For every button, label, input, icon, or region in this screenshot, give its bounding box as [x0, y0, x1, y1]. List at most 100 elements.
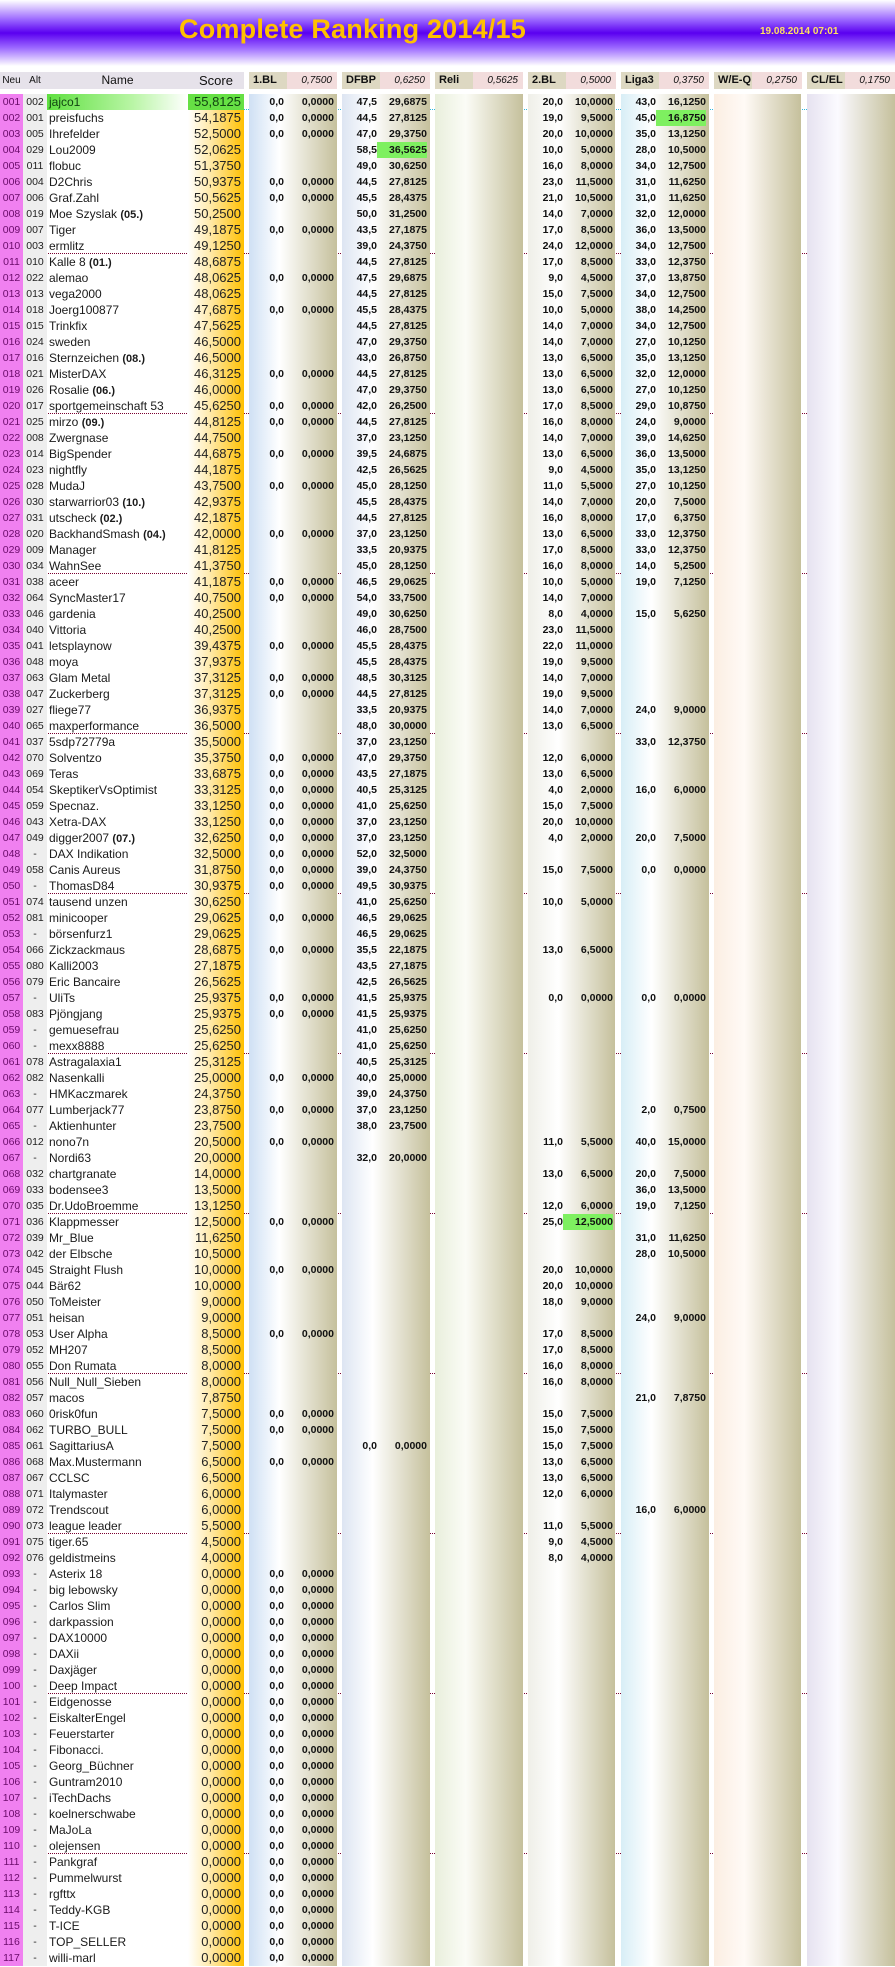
table-row[interactable]: 028 020 BackhandSmash (04.) 42,0000 0,0 0,000… — [0, 526, 895, 542]
table-row[interactable]: 058 083 Pjöngjang 25,9375 0,0 0,0000 41,5 25,93… — [0, 1006, 895, 1022]
table-row[interactable]: 083 060 0risk0fun 7,5000 0,0 0,0000 15,0 7,5000 — [0, 1406, 895, 1422]
table-row[interactable]: 045 059 Specnaz. 33,1250 0,0 0,0000 41,0 25,625… — [0, 798, 895, 814]
table-row[interactable]: 099- Daxjäger 0,0000 0,0 0,0000 — [0, 1662, 895, 1678]
table-row[interactable]: 084 062 TURBO_BULL 7,5000 0,0 0,0000 15,0 7,500… — [0, 1422, 895, 1438]
table-row[interactable]: 082 057 macos 7,8750 21,0 7,8750 — [0, 1390, 895, 1406]
table-row[interactable]: 059- gemuesefrau 25,6250 41,0 25,6250 — [0, 1022, 895, 1038]
table-row[interactable]: 006 004 D2Chris 50,9375 0,0 0,0000 44,5 27,8125… — [0, 174, 895, 190]
table-row[interactable]: 103- Feuerstarter 0,0000 0,0 0,0000 — [0, 1726, 895, 1742]
table-row[interactable]: 002 001 preisfuchs 54,1875 0,0 0,0000 44,5 27,8… — [0, 110, 895, 126]
table-row[interactable]: 018 021 MisterDAX 46,3125 0,0 0,0000 44,5 27,81… — [0, 366, 895, 382]
table-row[interactable]: 086 068 Max.Mustermann 6,5000 0,0 0,0000 13,0 6… — [0, 1454, 895, 1470]
table-row[interactable]: 115- T-ICE 0,0000 0,0 0,0000 — [0, 1918, 895, 1934]
table-row[interactable]: 016 024 sweden 46,5000 47,0 29,3750 14,0 7,0000… — [0, 334, 895, 350]
table-row[interactable]: 049 058 Canis Aureus 31,8750 0,0 0,0000 39,0 24… — [0, 862, 895, 878]
table-row[interactable]: 101- Eidgenosse 0,0000 0,0 0,0000 — [0, 1694, 895, 1710]
table-row[interactable]: 024 023 nightfly 44,1875 42,5 26,5625 9,0 4,500… — [0, 462, 895, 478]
table-row[interactable]: 112- Pummelwurst 0,0000 0,0 0,0000 — [0, 1870, 895, 1886]
table-row[interactable]: 092 076 geldistmeins 4,0000 8,0 4,0000 — [0, 1550, 895, 1566]
table-row[interactable]: 038 047 Zuckerberg 37,3125 0,0 0,0000 44,5 27,8… — [0, 686, 895, 702]
table-row[interactable]: 095- Carlos Slim 0,0000 0,0 0,0000 — [0, 1598, 895, 1614]
table-row[interactable]: 067- Nordi63 20,0000 32,0 20,0000 — [0, 1150, 895, 1166]
table-row[interactable]: 094- big lebowsky 0,0000 0,0 0,0000 — [0, 1582, 895, 1598]
table-row[interactable]: 085 061 SagittariusA 7,5000 0,0 0,0000 15,0 7,5… — [0, 1438, 895, 1454]
table-row[interactable]: 048- DAX Indikation 32,5000 0,0 0,0000 52,0 32… — [0, 846, 895, 862]
table-row[interactable]: 010 003 ermlitz 49,1250 39,0 24,3750 24,0 12,00… — [0, 238, 895, 254]
table-row[interactable]: 004 029 Lou2009 52,0625 58,5 36,5625 10,0 5,000… — [0, 142, 895, 158]
table-row[interactable]: 035 041 letsplaynow 39,4375 0,0 0,0000 45,5 28,… — [0, 638, 895, 654]
table-row[interactable]: 078 053 User Alpha 8,5000 0,0 0,0000 17,0 8,500… — [0, 1326, 895, 1342]
table-row[interactable]: 047 049 digger2007 (07.) 32,6250 0,0 0,0000 37… — [0, 830, 895, 846]
table-row[interactable]: 107- iTechDachs 0,0000 0,0 0,0000 — [0, 1790, 895, 1806]
table-row[interactable]: 021 025 mirzo (09.) 44,8125 0,0 0,0000 44,5 27,… — [0, 414, 895, 430]
table-row[interactable]: 090 073 league leader 5,5000 11,0 5,5000 — [0, 1518, 895, 1534]
table-row[interactable]: 013 013 vega2000 48,0625 44,5 27,8125 15,0 7,50… — [0, 286, 895, 302]
table-row[interactable]: 033 046 gardenia 40,2500 49,0 30,6250 8,0 4,000… — [0, 606, 895, 622]
table-row[interactable]: 076 050 ToMeister 9,0000 18,0 9,0000 — [0, 1294, 895, 1310]
table-row[interactable]: 043 069 Teras 33,6875 0,0 0,0000 43,5 27,1875 13… — [0, 766, 895, 782]
table-row[interactable]: 104- Fibonacci. 0,0000 0,0 0,0000 — [0, 1742, 895, 1758]
table-row[interactable]: 060- mexx8888 25,6250 41,0 25,6250 — [0, 1038, 895, 1054]
table-row[interactable]: 065- Aktienhunter 23,7500 38,0 23,7500 — [0, 1118, 895, 1134]
table-row[interactable]: 063- HMKaczmarek 24,3750 39,0 24,3750 — [0, 1086, 895, 1102]
table-row[interactable]: 072 039 Mr_Blue 11,6250 31,0 11,6250 — [0, 1230, 895, 1246]
table-row[interactable]: 001 002 jajco1 55,8125 0,0 0,0000 47,5 29,6875 2… — [0, 94, 895, 110]
table-row[interactable]: 075 044 Bär62 10,0000 20,0 10,0000 — [0, 1278, 895, 1294]
table-row[interactable]: 053- börsenfurz1 29,0625 46,5 29,0625 — [0, 926, 895, 942]
table-row[interactable]: 026 030 starwarrior03 (10.) 42,9375 45,5 28,4… — [0, 494, 895, 510]
table-row[interactable]: 054 066 Zickzackmaus 28,6875 0,0 0,0000 35,5 22… — [0, 942, 895, 958]
table-row[interactable]: 005 011 flobuc 51,3750 49,0 30,6250 16,0 8,0000… — [0, 158, 895, 174]
table-row[interactable]: 031 038 aceer 41,1875 0,0 0,0000 46,5 29,0625 10… — [0, 574, 895, 590]
table-row[interactable]: 111- Pankgraf 0,0000 0,0 0,0000 — [0, 1854, 895, 1870]
table-row[interactable]: 003 005 Ihrefelder 52,5000 0,0 0,0000 47,0 29,3… — [0, 126, 895, 142]
table-row[interactable]: 037 063 Glam Metal 37,3125 0,0 0,0000 48,5 30,3… — [0, 670, 895, 686]
table-row[interactable]: 020 017 sportgemeinschaft 53 45,6250 0,0 0,00… — [0, 398, 895, 414]
table-row[interactable]: 061 078 Astragalaxia1 25,3125 40,5 25,3125 — [0, 1054, 895, 1070]
table-row[interactable]: 022 008 Zwergnase 44,7500 37,0 23,1250 14,0 7,0… — [0, 430, 895, 446]
table-row[interactable]: 116- TOP_SELLER 0,0000 0,0 0,0000 — [0, 1934, 895, 1950]
table-row[interactable]: 108- koelnerschwabe 0,0000 0,0 0,0000 — [0, 1806, 895, 1822]
table-row[interactable]: 064 077 Lumberjack77 23,8750 0,0 0,0000 37,0 23… — [0, 1102, 895, 1118]
table-row[interactable]: 040 065 maxperformance 36,5000 48,0 30,0000 13… — [0, 718, 895, 734]
table-row[interactable]: 019 026 Rosalie (06.) 46,0000 47,0 29,3750 13,… — [0, 382, 895, 398]
table-row[interactable]: 015 015 Trinkfix 47,5625 44,5 27,8125 14,0 7,00… — [0, 318, 895, 334]
table-row[interactable]: 114- Teddy-KGB 0,0000 0,0 0,0000 — [0, 1902, 895, 1918]
table-row[interactable]: 014 018 Joerg100877 47,6875 0,0 0,0000 45,5 28,… — [0, 302, 895, 318]
table-row[interactable]: 106- Guntram2010 0,0000 0,0 0,0000 — [0, 1774, 895, 1790]
table-row[interactable]: 046 043 Xetra-DAX 33,1250 0,0 0,0000 37,0 23,12… — [0, 814, 895, 830]
table-row[interactable]: 102- EiskalterEngel 0,0000 0,0 0,0000 — [0, 1710, 895, 1726]
table-row[interactable]: 089 072 Trendscout 6,0000 16,0 6,0000 — [0, 1502, 895, 1518]
table-row[interactable]: 105- Georg_Büchner 0,0000 0,0 0,0000 — [0, 1758, 895, 1774]
table-row[interactable]: 080 055 Don Rumata 8,0000 16,0 8,0000 — [0, 1358, 895, 1374]
table-row[interactable]: 110- olejensen 0,0000 0,0 0,0000 — [0, 1838, 895, 1854]
table-row[interactable]: 109- MaJoLa 0,0000 0,0 0,0000 — [0, 1822, 895, 1838]
table-row[interactable]: 066 012 nono7n 20,5000 0,0 0,0000 11,0 5,5000 40… — [0, 1134, 895, 1150]
table-row[interactable]: 070 035 Dr.UdoBroemme 13,1250 12,0 6,0000 19,0… — [0, 1198, 895, 1214]
table-row[interactable]: 036 048 moya 37,9375 45,5 28,4375 19,0 9,5000 — [0, 654, 895, 670]
table-row[interactable]: 097- DAX10000 0,0000 0,0 0,0000 — [0, 1630, 895, 1646]
table-row[interactable]: 068 032 chartgranate 14,0000 13,0 6,5000 20,0 7… — [0, 1166, 895, 1182]
table-row[interactable]: 044 054 SkeptikerVsOptimist 33,3125 0,0 0,000… — [0, 782, 895, 798]
table-row[interactable]: 100- Deep Impact 0,0000 0,0 0,0000 — [0, 1678, 895, 1694]
table-row[interactable]: 041 037 5sdp72779a 35,5000 37,0 23,1250 33,0 12… — [0, 734, 895, 750]
table-row[interactable]: 008 019 Moe Szyslak (05.) 50,2500 50,0 31,250… — [0, 206, 895, 222]
table-row[interactable]: 009 007 Tiger 49,1875 0,0 0,0000 43,5 27,1875 17… — [0, 222, 895, 238]
table-row[interactable]: 077 051 heisan 9,0000 24,0 9,0000 — [0, 1310, 895, 1326]
table-row[interactable]: 093- Asterix 18 0,0000 0,0 0,0000 — [0, 1566, 895, 1582]
table-row[interactable]: 081 056 Null_Null_Sieben 8,0000 16,0 8,0000 — [0, 1374, 895, 1390]
table-row[interactable]: 029 009 Manager 41,8125 33,5 20,9375 17,0 8,500… — [0, 542, 895, 558]
table-row[interactable]: 074 045 Straight Flush 10,0000 0,0 0,0000 20,0… — [0, 1262, 895, 1278]
table-row[interactable]: 051 074 tausend unzen 30,6250 41,0 25,6250 10,… — [0, 894, 895, 910]
table-row[interactable]: 062 082 Nasenkalli 25,0000 0,0 0,0000 40,0 25,0… — [0, 1070, 895, 1086]
table-row[interactable]: 017 016 Sternzeichen (08.) 46,5000 43,0 26,87… — [0, 350, 895, 366]
table-row[interactable]: 023 014 BigSpender 44,6875 0,0 0,0000 39,5 24,6… — [0, 446, 895, 462]
table-row[interactable]: 012 022 alemao 48,0625 0,0 0,0000 47,5 29,6875 9… — [0, 270, 895, 286]
table-row[interactable]: 079 052 MH207 8,5000 17,0 8,5000 — [0, 1342, 895, 1358]
table-row[interactable]: 032 064 SyncMaster17 40,7500 0,0 0,0000 54,0 33… — [0, 590, 895, 606]
table-row[interactable]: 025 028 MudaJ 43,7500 0,0 0,0000 45,0 28,1250 11… — [0, 478, 895, 494]
table-row[interactable]: 039 027 fliege77 36,9375 33,5 20,9375 14,0 7,00… — [0, 702, 895, 718]
table-row[interactable]: 056 079 Eric Bancaire 26,5625 42,5 26,5625 — [0, 974, 895, 990]
table-row[interactable]: 073 042 der Elbsche 10,5000 28,0 10,5000 — [0, 1246, 895, 1262]
